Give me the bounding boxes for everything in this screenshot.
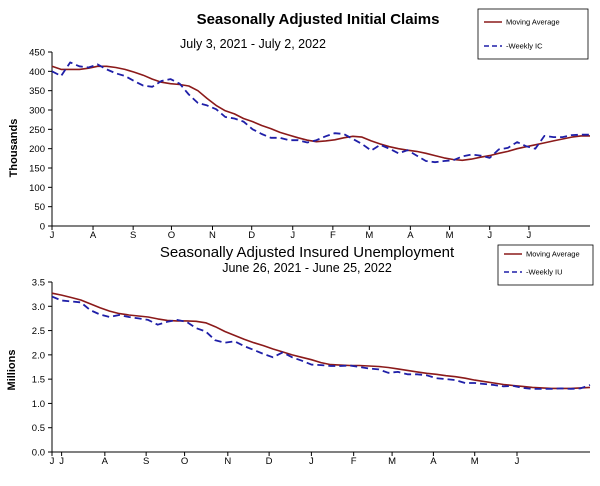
y-tick-label: 3.5: [32, 278, 45, 289]
x-tick-label: J: [290, 230, 295, 241]
chart-subtitle: July 3, 2021 - July 2, 2022: [180, 37, 326, 51]
x-tick-label: F: [330, 230, 336, 241]
y-axis-label: Millions: [6, 350, 18, 391]
y-tick-label: 350: [29, 86, 45, 97]
series-line-weekly: [51, 61, 590, 164]
series-line-moving-average: [51, 292, 591, 390]
legend-label: Moving Average: [506, 18, 560, 27]
y-tick-label: 2.0: [32, 350, 45, 361]
x-tick-label: M: [446, 230, 454, 241]
y-tick-label: 250: [29, 125, 45, 136]
x-tick-label: J: [515, 456, 520, 467]
legend-box: [497, 244, 594, 286]
x-tick-label: N: [224, 456, 231, 467]
x-tick-label: J: [309, 456, 314, 467]
x-tick-label: M: [365, 230, 373, 241]
legend: Moving Average -Weekly IU: [497, 244, 594, 286]
x-tick-label: O: [181, 456, 188, 467]
x-tick-label: J: [527, 230, 532, 241]
y-tick-label: 400: [29, 67, 45, 78]
x-tick-label: N: [209, 230, 216, 241]
y-tick-label: 0.5: [32, 423, 45, 434]
y-tick-label: 1.5: [32, 375, 45, 386]
chart-2: Seasonally Adjusted Insured Unemployment…: [6, 244, 594, 467]
legend: Moving Average -Weekly IC: [477, 8, 589, 60]
y-tick-label: 1.0: [32, 399, 45, 410]
x-tick-label: A: [102, 456, 109, 467]
x-tick-label: M: [471, 456, 479, 467]
y-tick-label: 2.5: [32, 326, 45, 337]
x-tick-label: F: [351, 456, 357, 467]
x-tick-label: M: [388, 456, 396, 467]
legend-box: [477, 8, 589, 60]
y-tick-label: 300: [29, 106, 45, 117]
x-tick-label: D: [266, 456, 273, 467]
chart-title: Seasonally Adjusted Initial Claims: [197, 11, 440, 28]
x-tick-label: A: [90, 230, 97, 241]
chart-1: Seasonally Adjusted Initial Claims July 3…: [8, 8, 590, 241]
legend-label: -Weekly IU: [526, 268, 563, 277]
x-tick-label: J: [59, 456, 64, 467]
x-tick-label: S: [143, 456, 149, 467]
y-tick-label: 0.0: [32, 448, 45, 459]
y-tick-label: 150: [29, 164, 45, 175]
series-line-moving-average: [51, 65, 590, 162]
y-tick-label: 0: [40, 222, 45, 233]
y-tick-label: 50: [34, 202, 45, 213]
chart-subtitle: June 26, 2021 - June 25, 2022: [222, 261, 392, 275]
x-tick-label: J: [50, 456, 55, 467]
x-tick-label: D: [248, 230, 255, 241]
chart-title: Seasonally Adjusted Insured Unemployment: [160, 244, 455, 261]
x-tick-label: A: [430, 456, 437, 467]
x-tick-label: O: [168, 230, 175, 241]
y-tick-label: 200: [29, 144, 45, 155]
legend-label: Moving Average: [526, 250, 580, 259]
legend-label: -Weekly IC: [506, 42, 543, 51]
x-tick-label: J: [487, 230, 492, 241]
y-tick-label: 450: [29, 48, 45, 59]
x-tick-label: J: [50, 230, 55, 241]
y-axis-label: Thousands: [8, 119, 20, 178]
y-tick-label: 100: [29, 183, 45, 194]
x-tick-label: S: [130, 230, 136, 241]
y-tick-label: 3.0: [32, 302, 45, 313]
series-line-weekly: [51, 295, 591, 390]
x-tick-label: A: [407, 230, 414, 241]
